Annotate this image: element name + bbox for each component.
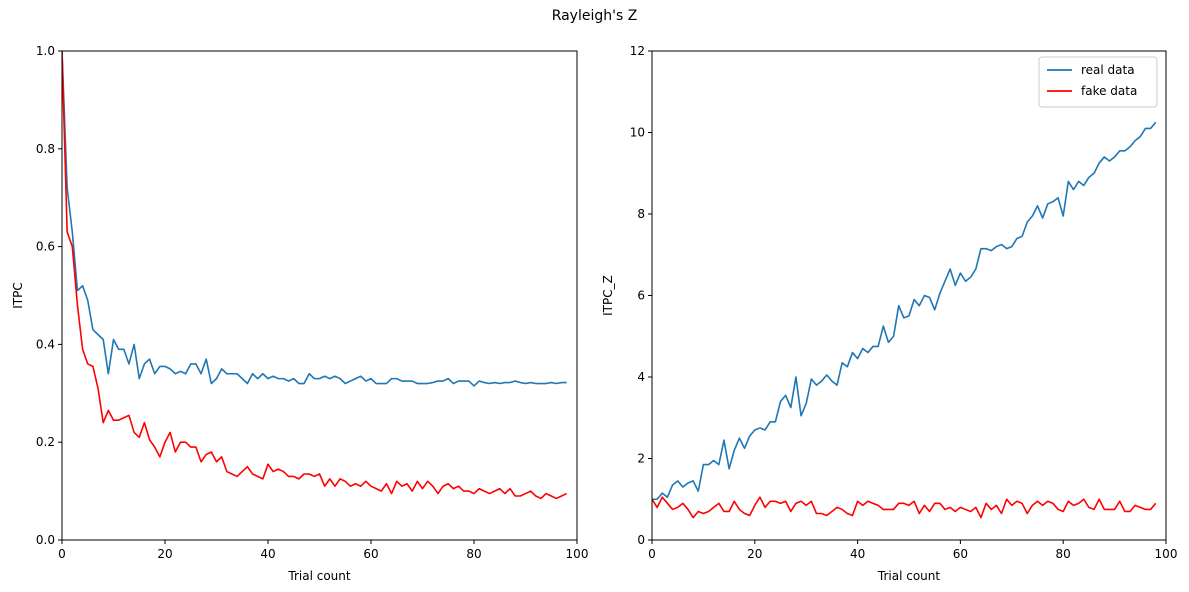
- y-tick-label: 0.2: [36, 435, 55, 449]
- x-tick-label: 80: [466, 547, 481, 561]
- right-itpc-z-panel: 0 20 40 60 80 100 0 2 4 6 8 10 12 Trial count ITPC_Z re…: [601, 44, 1177, 583]
- x-tick-label: 60: [363, 547, 378, 561]
- x-tick-label: 80: [1056, 547, 1071, 561]
- y-axis-label: ITPC: [11, 282, 25, 308]
- series-line-fake-data: [652, 496, 1157, 519]
- x-axis-label: Trial count: [877, 569, 940, 583]
- y-tick-label: 6: [637, 289, 645, 303]
- left-itpc-panel: 0 20 40 60 80 100 0.0 0.2 0.4 0.6 0.8 1.0 Trial coun…: [11, 44, 588, 583]
- y-tick-label: 1.0: [36, 44, 55, 58]
- legend-label: real data: [1081, 63, 1135, 77]
- x-tick-label: 20: [747, 547, 762, 561]
- series-line-real-data: [62, 51, 567, 387]
- x-tick-label: 40: [850, 547, 865, 561]
- y-tick-label: 0.0: [36, 533, 55, 547]
- x-tick-label: 0: [58, 547, 66, 561]
- y-tick-label: 0.4: [36, 337, 55, 351]
- y-axis-label: ITPC_Z: [601, 275, 615, 316]
- y-tick-label: 12: [630, 44, 645, 58]
- axes-frame: [61, 50, 578, 541]
- y-tick-label: 8: [637, 207, 645, 221]
- x-tick-label: 40: [260, 547, 275, 561]
- x-tick-label: 20: [157, 547, 172, 561]
- series-line-real-data: [652, 121, 1157, 501]
- figure-title: Rayleigh's Z: [551, 8, 638, 24]
- y-tick-label: 2: [637, 452, 645, 466]
- legend-label: fake data: [1081, 84, 1137, 98]
- x-tick-label: 100: [1155, 547, 1178, 561]
- y-tick-label: 0.8: [36, 142, 55, 156]
- y-tick-label: 10: [630, 126, 645, 140]
- y-tick-label: 4: [637, 370, 645, 384]
- series-line-fake-data: [62, 51, 568, 500]
- x-tick-label: 100: [566, 547, 589, 561]
- y-tick-label: 0.6: [36, 240, 55, 254]
- legend: real data fake data: [1038, 56, 1158, 108]
- y-tick-label: 0: [637, 533, 645, 547]
- x-tick-label: 60: [953, 547, 968, 561]
- x-tick-label: 0: [648, 547, 656, 561]
- x-axis-label: Trial count: [287, 569, 350, 583]
